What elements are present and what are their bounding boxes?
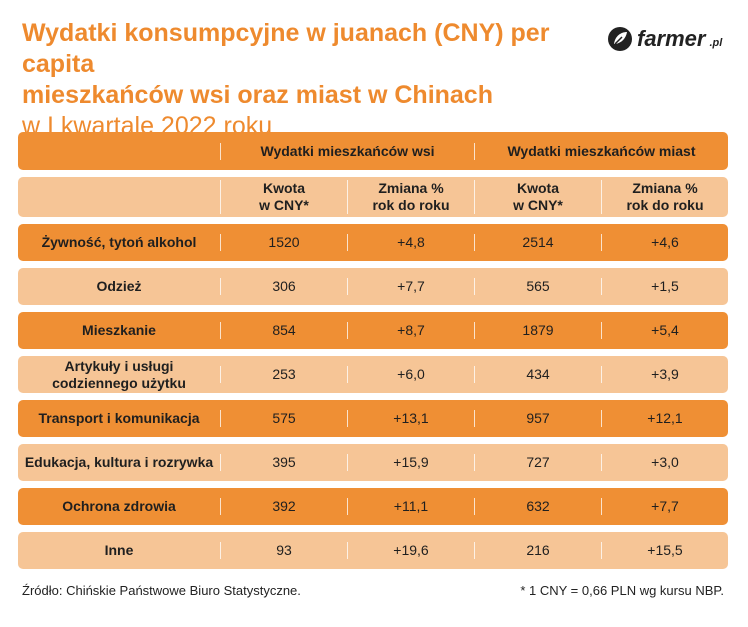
cell-rural-amount: 93 [220,542,347,559]
column-header-line: Zmiana % [632,180,698,196]
column-header-urban-change: Zmiana % rok do roku [601,180,728,214]
data-table: Wydatki mieszkańców wsi Wydatki mieszkań… [18,132,728,576]
row-category-line: codziennego użytku [52,374,186,391]
group-header-row: Wydatki mieszkańców wsi Wydatki mieszkań… [18,132,728,170]
table-row: Inne 93 +19,6 216 +15,5 [18,532,728,569]
cell-rural-amount: 392 [220,498,347,515]
title-line-2: mieszkańców wsi oraz miast w Chinach [22,81,493,109]
table-row: Ochrona zdrowia 392 +11,1 632 +7,7 [18,488,728,525]
row-category-line: Artykuły i usługi [64,357,174,374]
table-row: Edukacja, kultura i rozrywka 395 +15,9 727 +… [18,444,728,481]
row-category: Inne [18,542,220,559]
cell-urban-change: +4,6 [601,234,728,251]
cell-rural-amount: 854 [220,322,347,339]
currency-note: * 1 CNY = 0,66 PLN wg kursu NBP. [520,583,724,598]
table-row: Artykuły i usługi codziennego użytku 253 +6… [18,356,728,393]
leaf-icon [608,27,632,51]
row-category: Edukacja, kultura i rozrywka [18,454,220,471]
cell-rural-change: +7,7 [347,278,474,295]
logo-text: farmer [637,26,706,51]
cell-urban-amount: 565 [474,278,601,295]
column-header-rural-amount: Kwota w CNY* [220,180,347,214]
cell-rural-change: +4,8 [347,234,474,251]
column-header-line: w CNY* [513,197,563,213]
chart-title: Wydatki konsumpcyjne w juanach (CNY) per… [22,18,602,142]
row-category-line: Transport i komunikacja [38,410,200,426]
column-header-line: Kwota [517,180,559,196]
cell-urban-change: +1,5 [601,278,728,295]
source-note: Źródło: Chińskie Państwowe Biuro Statyst… [22,583,301,598]
row-category: Odzież [18,278,220,295]
cell-rural-amount: 253 [220,366,347,383]
group-header-urban: Wydatki mieszkańców miast [474,142,728,160]
column-header-urban-amount: Kwota w CNY* [474,180,601,214]
cell-urban-change: +3,0 [601,454,728,471]
data-rows: Żywność, tytoń alkohol 1520 +4,8 2514 +4,6 Od… [18,224,728,569]
row-category-line: Mieszkanie [82,322,156,338]
row-category: Ochrona zdrowia [18,498,220,515]
cell-urban-amount: 632 [474,498,601,515]
row-category-line: Odzież [96,278,142,294]
row-category: Mieszkanie [18,322,220,339]
row-category: Artykuły i usługi codziennego użytku [18,358,220,392]
cell-urban-amount: 727 [474,454,601,471]
cell-urban-amount: 1879 [474,322,601,339]
cell-rural-amount: 395 [220,454,347,471]
column-header-line: rok do roku [626,197,704,213]
cell-urban-change: +7,7 [601,498,728,515]
cell-rural-change: +11,1 [347,498,474,515]
table-row: Transport i komunikacja 575 +13,1 957 +12,1 [18,400,728,437]
column-header-line: rok do roku [372,197,450,213]
column-header-line: w CNY* [259,197,309,213]
row-category-line: Żywność, tytoń alkohol [41,234,197,250]
table-row: Mieszkanie 854 +8,7 1879 +5,4 [18,312,728,349]
cell-urban-change: +5,4 [601,322,728,339]
cell-urban-change: +12,1 [601,410,728,427]
cell-rural-change: +8,7 [347,322,474,339]
row-category-line: Edukacja, kultura i rozrywka [24,454,214,470]
logo-suffix: .pl [709,37,723,49]
cell-rural-change: +15,9 [347,454,474,471]
cell-urban-amount: 434 [474,366,601,383]
cell-urban-amount: 216 [474,542,601,559]
column-header-rural-change: Zmiana % rok do roku [347,180,474,214]
row-category-line: Inne [104,542,134,558]
cell-rural-amount: 1520 [220,234,347,251]
row-category: Żywność, tytoń alkohol [18,234,220,251]
cell-rural-amount: 306 [220,278,347,295]
cell-rural-amount: 575 [220,410,347,427]
cell-rural-change: +6,0 [347,366,474,383]
group-header-rural: Wydatki mieszkańców wsi [220,142,474,160]
cell-rural-change: +13,1 [347,410,474,427]
table-row: Żywność, tytoń alkohol 1520 +4,8 2514 +4,6 [18,224,728,261]
cell-rural-change: +19,6 [347,542,474,559]
row-category-line: Ochrona zdrowia [62,498,176,514]
column-header-line: Kwota [263,180,305,196]
cell-urban-amount: 2514 [474,234,601,251]
cell-urban-change: +15,5 [601,542,728,559]
column-header-row: Kwota w CNY* Zmiana % rok do roku Kwota … [18,177,728,217]
cell-urban-change: +3,9 [601,366,728,383]
column-header-line: Zmiana % [378,180,444,196]
table-row: Odzież 306 +7,7 565 +1,5 [18,268,728,305]
title-line-1: Wydatki konsumpcyjne w juanach (CNY) per… [22,19,550,78]
cell-urban-amount: 957 [474,410,601,427]
farmer-logo: farmer .pl [607,26,722,52]
row-category: Transport i komunikacja [18,410,220,427]
